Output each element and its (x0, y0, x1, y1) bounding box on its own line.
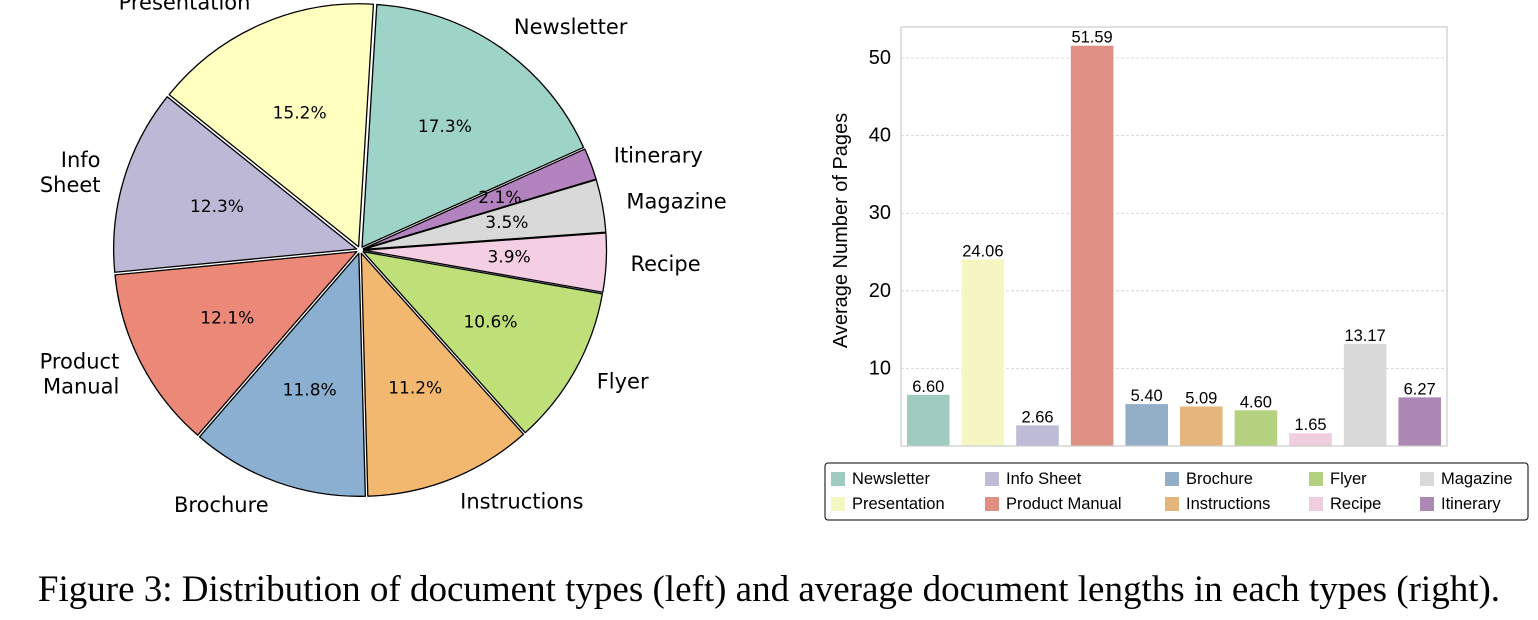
figure-caption: Figure 3: Distribution of document types… (37, 569, 1501, 610)
pie-slice-flyer (362, 251, 604, 434)
y-axis-label: Average Number of Pages (830, 113, 852, 348)
y-tick-label: 50 (869, 47, 891, 69)
bar-product-manual (1070, 45, 1114, 446)
legend-label: Brochure (1186, 470, 1253, 488)
pie-pct-label: 17.3% (418, 117, 472, 137)
pie-category-label: Itinerary (614, 143, 703, 167)
bar-itinerary (1398, 397, 1441, 446)
pie-pct-label: 11.2% (388, 379, 442, 399)
legend-swatch-product-manual (985, 497, 999, 511)
pie-pct-label: 12.3% (190, 197, 244, 217)
y-tick-label: 30 (869, 202, 891, 224)
legend-swatch-instructions (1165, 497, 1179, 511)
legend-label: Magazine (1441, 470, 1513, 488)
y-tick-label: 20 (869, 280, 891, 302)
pie-slice-newsletter (361, 3, 585, 248)
pie-slice-brochure (198, 252, 367, 497)
legend-swatch-flyer (1309, 472, 1323, 486)
pie-pct-label: 10.6% (463, 313, 517, 333)
pie-pct-label: 12.1% (200, 308, 254, 328)
pie-category-label: Instructions (460, 490, 583, 514)
plot-frame (900, 26, 1448, 447)
bar-presentation (961, 259, 1005, 446)
pie-category-label: Info Sheet (40, 148, 101, 197)
bar-instructions (1180, 406, 1223, 446)
bar-flyer (1234, 410, 1278, 446)
pie-slice-info-sheet (113, 96, 358, 273)
pie-slice-recipe (362, 232, 608, 293)
pie-slice-magazine (362, 179, 607, 251)
bar-value-label: 24.06 (962, 242, 1003, 260)
pie-category-label: Recipe (630, 252, 700, 276)
bar-value-label: 6.60 (912, 378, 944, 396)
bar-info-sheet (1016, 425, 1059, 446)
pie-pct-label: 3.9% (487, 248, 530, 268)
legend-label: Itinerary (1441, 495, 1501, 513)
bar-recipe (1289, 433, 1332, 446)
legend-label: Info Sheet (1006, 470, 1082, 488)
pie-pct-label: 15.2% (273, 103, 327, 123)
legend-label: Recipe (1330, 495, 1381, 513)
legend-label: Instructions (1186, 495, 1270, 513)
pie-category-label: Product Manual (40, 350, 120, 399)
bar-chart: 10 20 30 40 50 6.60 24.06 2.66 51.59 5.40 5.09 4.60… (824, 26, 1529, 521)
legend-label: Flyer (1330, 470, 1367, 488)
pie-category-label: Newsletter (514, 15, 628, 39)
pie-slice-presentation (168, 3, 375, 248)
bar-value-label: 2.66 (1021, 408, 1053, 426)
legend-swatch-magazine (1420, 472, 1434, 486)
pie-slice-product-manual (114, 250, 358, 436)
legend-swatch-recipe (1309, 497, 1323, 511)
bar-value-label: 6.27 (1404, 380, 1436, 398)
legend-swatch-presentation (831, 497, 845, 511)
bar-brochure (1125, 404, 1168, 446)
pie-category-label: Magazine (626, 189, 726, 213)
bar-value-label: 4.60 (1240, 393, 1272, 411)
legend-swatch-newsletter (831, 472, 845, 486)
legend-box (824, 462, 1529, 521)
y-tick-label: 10 (869, 357, 891, 379)
bar-newsletter (907, 394, 950, 446)
pie-category-label: Presentation (119, 0, 251, 14)
bar-value-label: 51.59 (1071, 29, 1112, 47)
legend-swatch-itinerary (1420, 497, 1434, 511)
pie-category-label: Brochure (174, 493, 269, 517)
pie-chart: 17.3% Newsletter 2.1% Itinerary 3.5% Magazine… (40, 0, 727, 517)
y-tick-label: 40 (869, 125, 891, 147)
pie-pct-label: 3.5% (485, 213, 528, 233)
bar-value-label: 1.65 (1294, 416, 1326, 434)
legend-swatch-info-sheet (985, 472, 999, 486)
bar-magazine (1343, 343, 1387, 446)
pie-slice-instructions (360, 252, 525, 497)
legend-label: Presentation (852, 495, 945, 513)
legend-label: Newsletter (852, 470, 930, 488)
bar-value-label: 5.09 (1185, 390, 1217, 408)
bar-value-label: 5.40 (1131, 387, 1163, 405)
bar-value-label: 13.17 (1344, 327, 1385, 345)
pie-pct-label: 2.1% (478, 188, 521, 208)
pie-category-label: Flyer (597, 370, 649, 394)
legend-swatch-brochure (1165, 472, 1179, 486)
legend-label: Product Manual (1006, 495, 1122, 513)
pie-pct-label: 11.8% (283, 381, 337, 401)
